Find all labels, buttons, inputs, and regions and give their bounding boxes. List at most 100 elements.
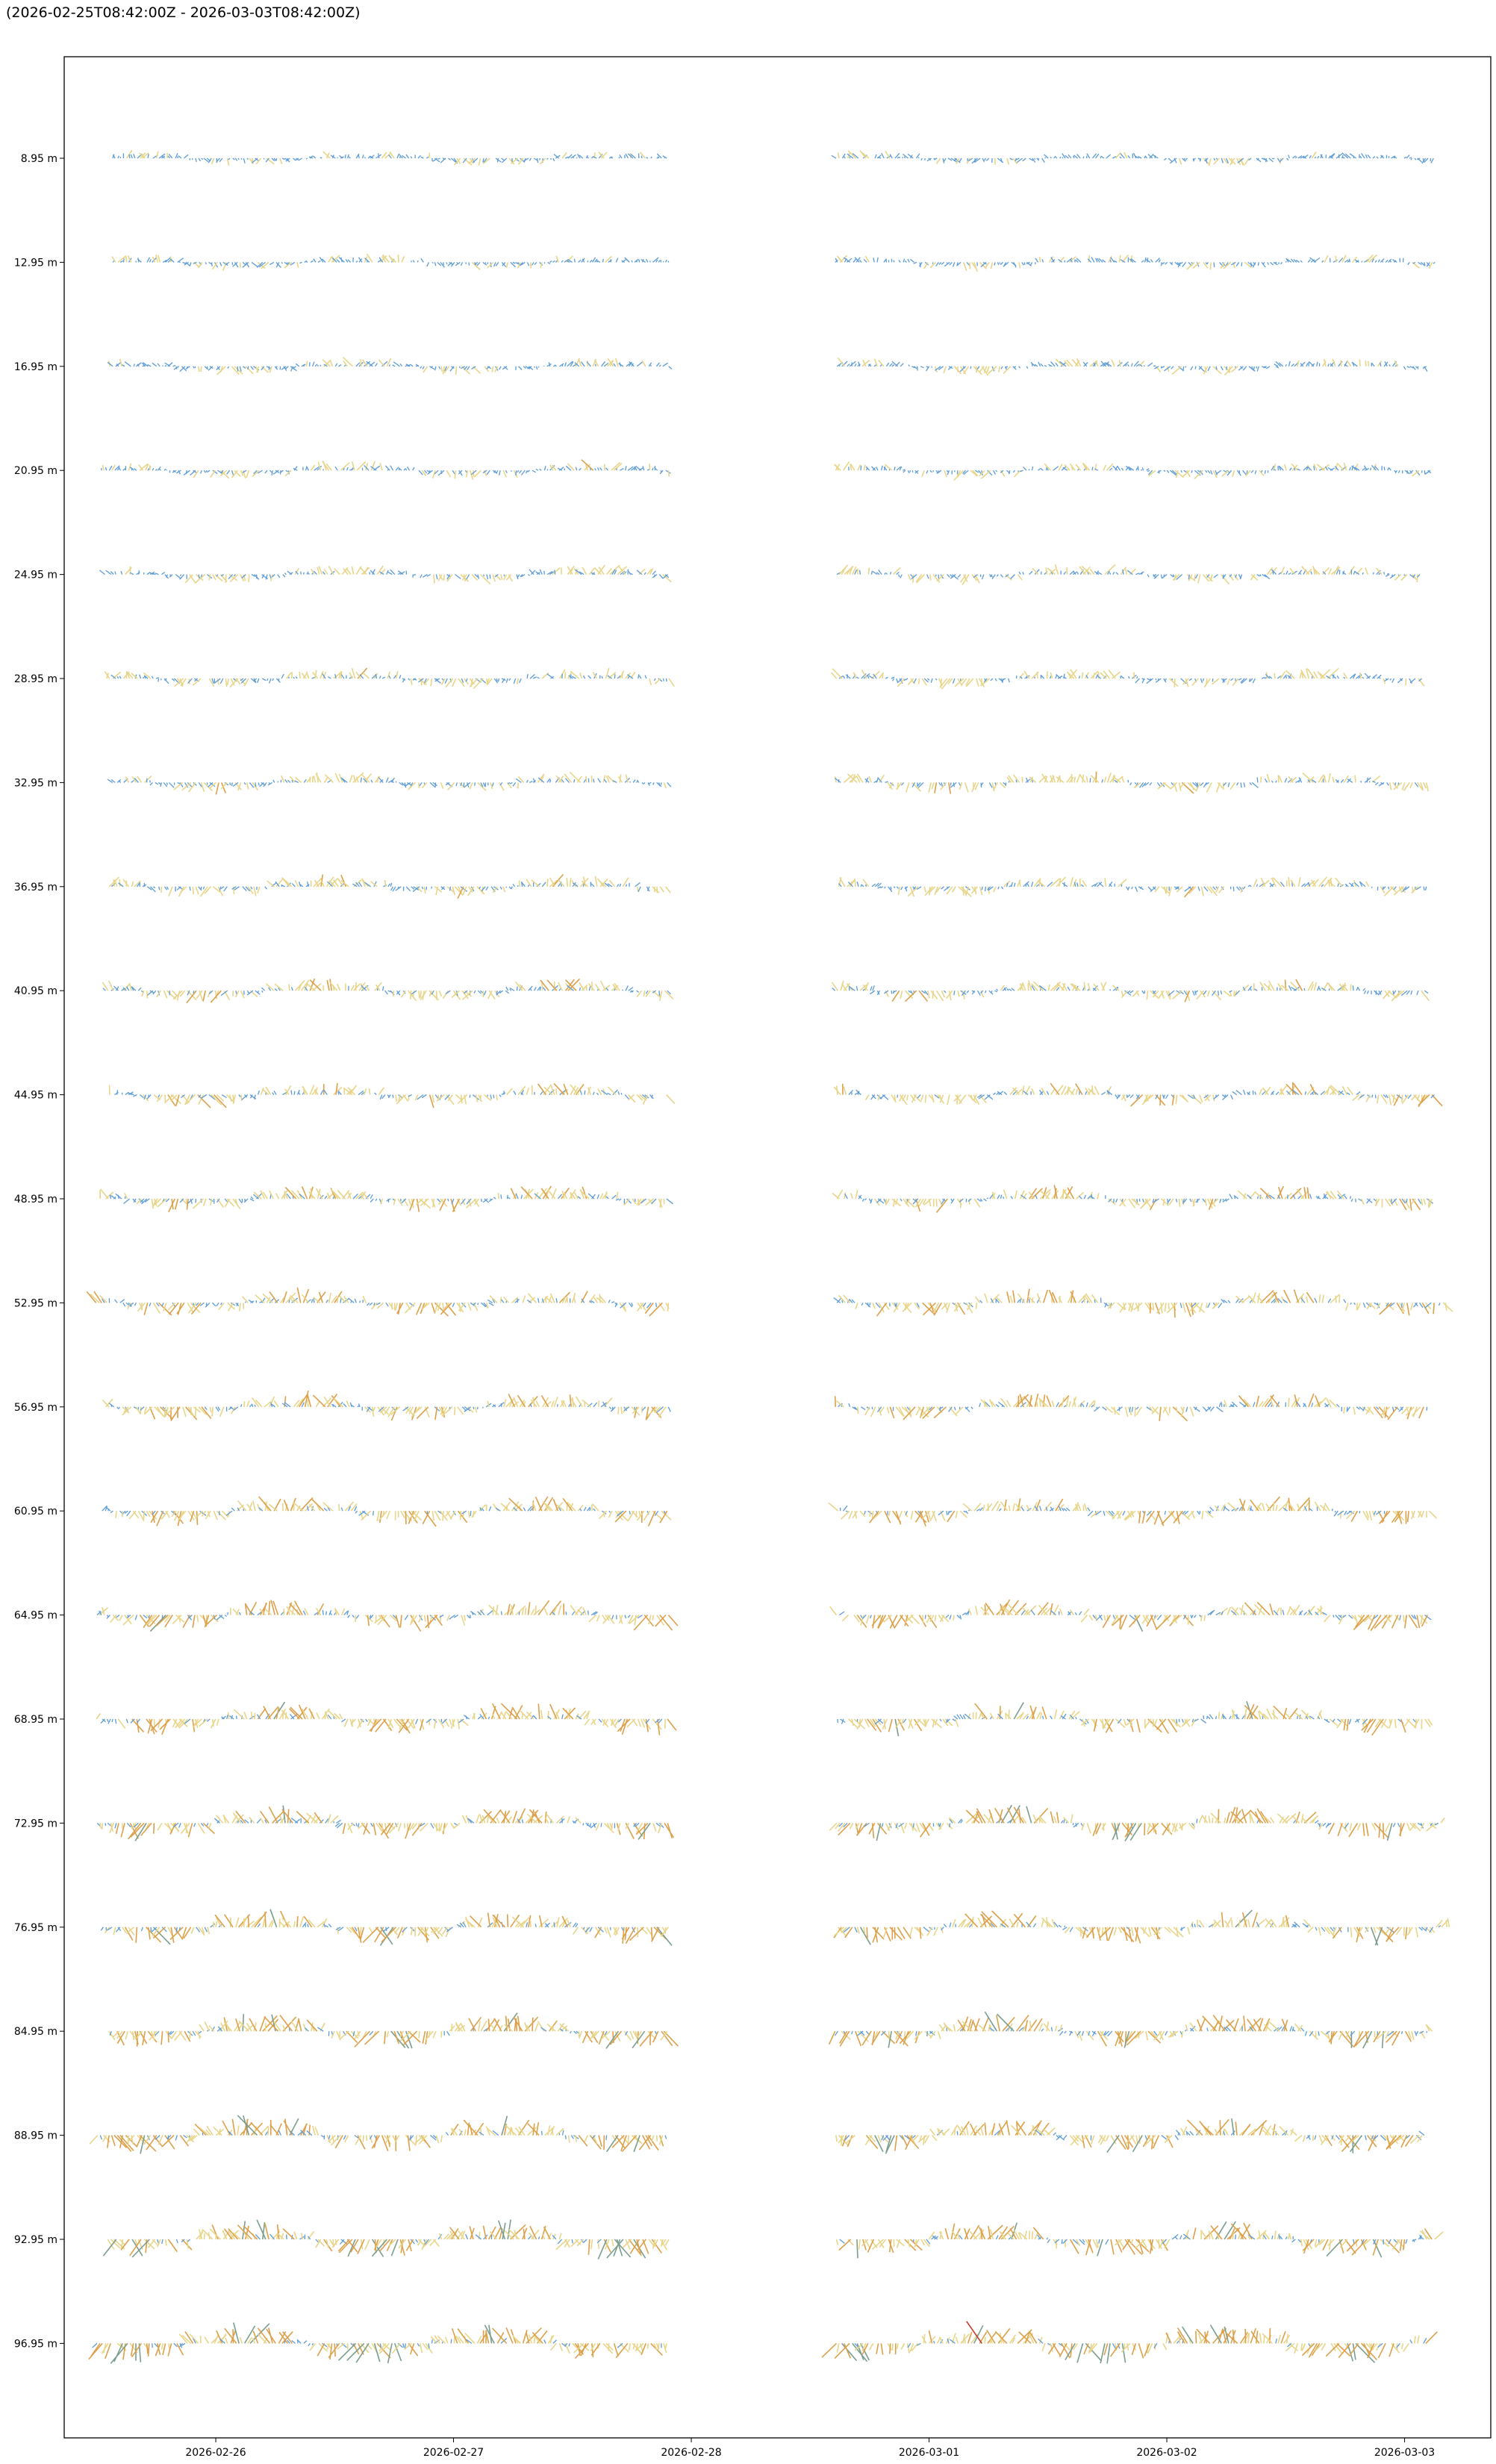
stick-mark: [400, 990, 406, 998]
stick-mark: [451, 1198, 455, 1205]
stick-mark: [884, 464, 893, 471]
stick-mark: [1055, 156, 1058, 159]
stick-mark: [1189, 1198, 1192, 1203]
stick-mark: [362, 672, 370, 679]
stick-mark: [364, 882, 371, 888]
stick-mark: [1199, 157, 1201, 162]
stick-mark: [1368, 254, 1377, 263]
stick-mark: [1020, 1194, 1026, 1200]
stick-mark: [200, 366, 202, 372]
stick-mark: [534, 366, 536, 368]
stick-mark: [581, 459, 594, 471]
stick-mark: [847, 773, 858, 783]
stick-mark: [145, 464, 149, 471]
stick-mark: [617, 776, 623, 783]
stick-mark: [1005, 574, 1009, 578]
stick-mark: [440, 886, 445, 891]
stick-mark: [627, 674, 634, 679]
stick-mark: [415, 1303, 423, 1315]
stick-mark: [1383, 886, 1394, 896]
stick-mark: [261, 1297, 266, 1303]
stick-mark: [1406, 990, 1410, 995]
stick-mark: [1041, 773, 1049, 783]
stick-mark: [323, 364, 328, 367]
stick-mark: [390, 777, 395, 783]
stick-mark: [1322, 567, 1330, 576]
stick-mark: [1135, 886, 1138, 893]
stick-mark: [1269, 882, 1274, 888]
stick-mark: [166, 782, 169, 785]
stick-mark: [1206, 886, 1213, 894]
stick-mark: [1306, 1187, 1309, 1200]
stick-mark: [1215, 782, 1221, 793]
stick-mark: [855, 1089, 861, 1096]
stick-mark: [208, 782, 214, 787]
stick-mark: [455, 782, 458, 787]
stick-mark: [311, 1299, 314, 1303]
stick-mark: [331, 1295, 337, 1303]
stick-mark: [1174, 470, 1185, 478]
stick-mark: [1264, 1394, 1275, 1408]
stick-mark: [924, 990, 929, 996]
stick-mark: [137, 258, 142, 263]
stick-mark: [1262, 262, 1265, 265]
stick-mark: [520, 1092, 524, 1096]
stick-mark: [1070, 1290, 1074, 1303]
stick-mark: [379, 1406, 387, 1414]
stick-mark: [859, 984, 867, 991]
stick-mark: [1085, 1293, 1093, 1303]
stick-mark: [1150, 886, 1156, 893]
stick-mark: [216, 366, 221, 370]
stick-mark: [156, 1302, 160, 1307]
stick-mark: [409, 1198, 415, 1211]
stick-mark: [537, 1083, 547, 1096]
stick-mark: [1108, 1303, 1112, 1309]
stick-mark: [870, 1198, 873, 1204]
stick-mark: [1031, 983, 1038, 991]
stick-mark: [1094, 468, 1098, 471]
stick-mark: [642, 466, 645, 471]
stick-mark: [1008, 775, 1015, 783]
stick-mark: [249, 1403, 253, 1408]
stick-mark: [861, 673, 867, 679]
stick-mark: [599, 467, 602, 471]
stick-mark: [1223, 261, 1232, 269]
stick-mark: [110, 779, 116, 783]
stick-mark: [243, 1303, 245, 1309]
stick-mark: [157, 363, 160, 367]
stick-mark: [261, 1088, 269, 1096]
stick-mark: [280, 1297, 285, 1303]
stick-mark: [264, 886, 268, 890]
stick-mark: [130, 154, 133, 159]
stick-mark: [1153, 155, 1159, 159]
stick-mark: [287, 779, 291, 783]
stick-mark: [322, 151, 331, 159]
stick-mark: [158, 468, 161, 471]
stick-mark: [1029, 776, 1034, 783]
stick-mark: [598, 152, 605, 159]
stick-mark: [892, 1198, 896, 1207]
stick-mark: [1112, 985, 1120, 991]
stick-mark: [580, 1291, 588, 1303]
stick-mark: [399, 675, 402, 679]
stick-mark: [387, 1094, 391, 1099]
stick-mark: [465, 470, 469, 478]
stick-mark: [1155, 678, 1162, 683]
stick-mark: [1256, 366, 1259, 372]
stick-mark: [423, 366, 428, 373]
stick-mark: [1026, 1397, 1033, 1408]
stick-mark: [557, 467, 563, 471]
stick-mark: [326, 1192, 331, 1200]
stick-mark: [249, 1198, 255, 1202]
stick-mark: [1343, 673, 1348, 679]
stick-mark: [125, 1091, 129, 1096]
stick-mark: [1430, 1094, 1435, 1099]
stick-mark: [1238, 678, 1242, 681]
stick-mark: [1041, 884, 1043, 888]
stick-mark: [172, 990, 183, 1000]
stick-mark: [1366, 1198, 1371, 1204]
stick-mark: [254, 1094, 256, 1100]
stick-mark: [169, 1406, 172, 1420]
stick-mark: [973, 574, 978, 578]
stick-mark: [178, 470, 181, 475]
